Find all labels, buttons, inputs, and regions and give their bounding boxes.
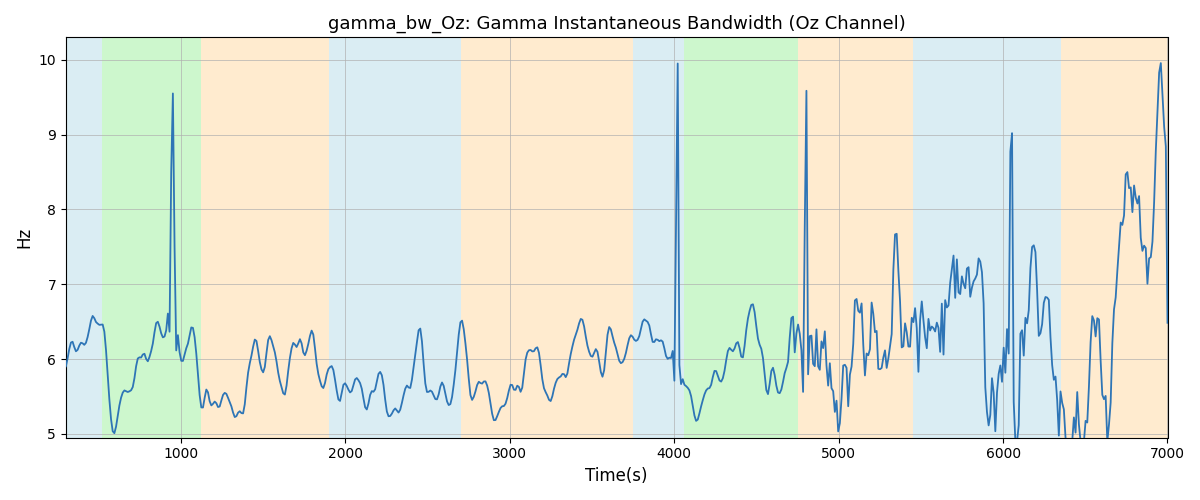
Title: gamma_bw_Oz: Gamma Instantaneous Bandwidth (Oz Channel): gamma_bw_Oz: Gamma Instantaneous Bandwid… [328, 15, 906, 34]
Bar [634, 38, 684, 438]
Bar [798, 38, 913, 438]
Bar [684, 38, 798, 438]
Bar [913, 38, 1061, 438]
Bar [329, 38, 461, 438]
X-axis label: Time(s): Time(s) [586, 467, 648, 485]
Bar [461, 38, 634, 438]
Y-axis label: Hz: Hz [16, 227, 34, 248]
Bar [102, 38, 200, 438]
Bar [200, 38, 329, 438]
Bar [66, 38, 102, 438]
Bar [1061, 38, 1168, 438]
